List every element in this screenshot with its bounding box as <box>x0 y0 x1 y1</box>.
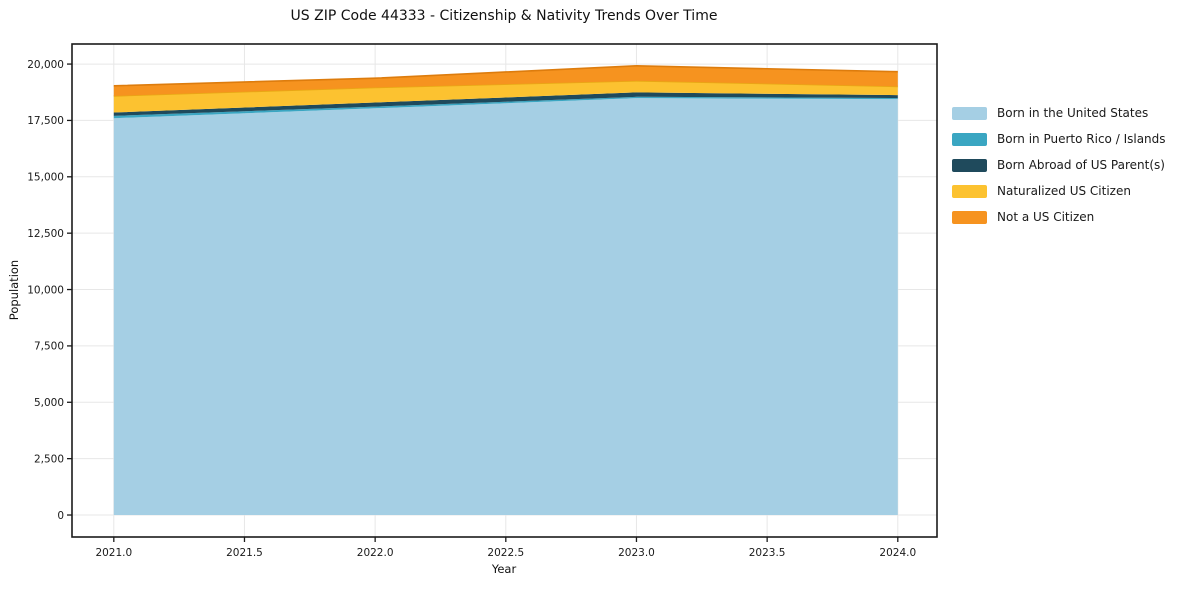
area-edge-not-a-us-citizen <box>113 64 898 87</box>
area-not-a-us-citizen <box>113 65 898 96</box>
legend: Born in the United States Born in Puerto … <box>952 100 1166 230</box>
y-tick-label: 12,500 <box>27 228 64 240</box>
legend-swatch <box>952 184 987 198</box>
legend-label: Born in the United States <box>997 106 1149 120</box>
legend-swatch <box>952 158 987 172</box>
x-tick-label: 2021.5 <box>226 547 263 559</box>
legend-item: Not a US Citizen <box>952 204 1166 230</box>
area-born-abroad-of-us-parent-s <box>113 92 898 116</box>
legend-label: Naturalized US Citizen <box>997 184 1131 198</box>
y-tick-label: 5,000 <box>34 397 64 409</box>
plot-border <box>71 43 938 538</box>
legend-item: Born in the United States <box>952 100 1166 126</box>
x-tick-label: 2024.0 <box>879 547 916 559</box>
legend-swatch <box>952 106 987 120</box>
x-tick-label: 2023.0 <box>618 547 655 559</box>
legend-label: Born in Puerto Rico / Islands <box>997 132 1166 146</box>
y-tick-label: 10,000 <box>27 284 64 296</box>
legend-swatch <box>952 210 987 224</box>
legend-item: Born Abroad of US Parent(s) <box>952 152 1166 178</box>
y-tick-label: 7,500 <box>34 341 64 353</box>
legend-item: Naturalized US Citizen <box>952 178 1166 204</box>
y-tick-label: 0 <box>57 510 64 522</box>
area-naturalized-us-citizen <box>113 80 898 113</box>
legend-label: Born Abroad of US Parent(s) <box>997 158 1165 172</box>
legend-swatch <box>952 132 987 146</box>
y-tick-label: 20,000 <box>27 59 64 71</box>
legend-item: Born in Puerto Rico / Islands <box>952 126 1166 152</box>
x-tick-label: 2022.5 <box>487 547 524 559</box>
x-tick-label: 2022.0 <box>357 547 394 559</box>
y-tick-label: 15,000 <box>27 172 64 184</box>
y-tick-label: 2,500 <box>34 453 64 465</box>
x-axis-label: Year <box>491 562 517 576</box>
x-tick-label: 2021.0 <box>95 547 132 559</box>
x-tick-label: 2023.5 <box>749 547 786 559</box>
chart-title: US ZIP Code 44333 - Citizenship & Nativi… <box>290 8 718 24</box>
area-born-in-the-united-states <box>113 98 898 515</box>
y-tick-label: 17,500 <box>27 115 64 127</box>
legend-label: Not a US Citizen <box>997 210 1095 224</box>
